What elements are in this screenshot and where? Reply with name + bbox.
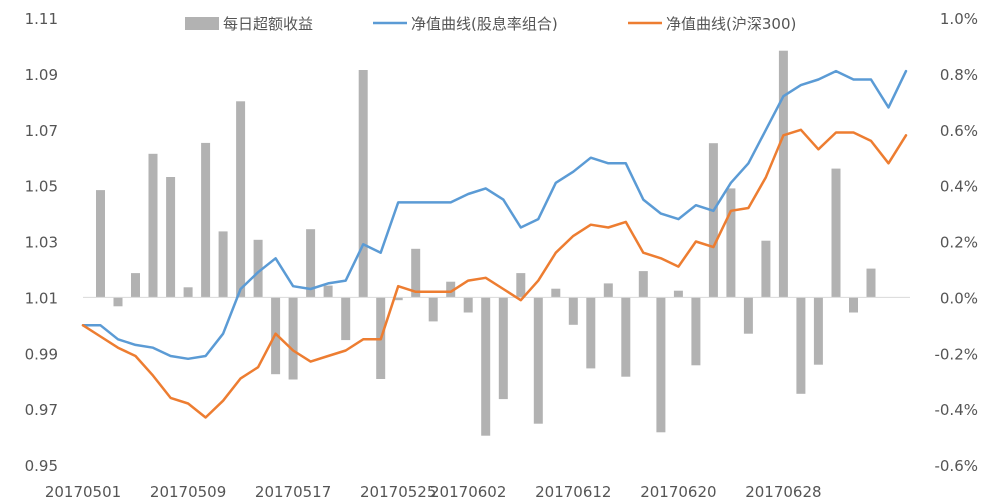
bar-20170601	[446, 281, 456, 298]
bar-20170505	[148, 153, 158, 298]
right-tick-label: 0.6%	[940, 122, 978, 140]
bar-20170612	[568, 297, 578, 325]
bar-20170616	[638, 271, 648, 298]
legend-item-bar: 每日超额收益	[185, 15, 313, 33]
bar-20170512	[236, 101, 246, 298]
right-tick-label: 0.2%	[940, 234, 978, 252]
bar-20170525	[393, 297, 403, 301]
bar-20170623	[726, 188, 736, 298]
legend-label-dividend-line: 净值曲线(股息率组合)	[411, 15, 558, 33]
x-tick-label: 20170602	[430, 483, 506, 501]
legend: 每日超额收益 净值曲线(股息率组合) 净值曲线(沪深300)	[185, 15, 796, 33]
line-csi300	[81, 128, 908, 419]
line-series-group	[81, 69, 908, 419]
bar-20170518	[306, 229, 316, 298]
bar-20170614	[603, 283, 613, 298]
bar-20170622	[708, 143, 718, 298]
legend-label-csi300-line: 净值曲线(沪深300)	[666, 15, 796, 33]
bar-20170620	[673, 290, 683, 298]
bar-20170627	[761, 240, 771, 298]
legend-item-dividend-line: 净值曲线(股息率组合)	[373, 15, 558, 33]
legend-label-bar: 每日超额收益	[223, 15, 313, 33]
bar-20170704	[849, 297, 858, 313]
left-axis-ticks: 0.95 0.97 0.99 1.01 1.03 1.05 1.07 1.09 1.11	[25, 10, 58, 475]
bar-20170531	[428, 297, 438, 322]
bar-series-excess-return	[96, 50, 876, 436]
bar-20170615	[621, 297, 631, 377]
line-dividend-portfolio	[81, 69, 908, 361]
left-tick-label: 1.07	[25, 122, 58, 140]
bar-20170705	[866, 268, 876, 298]
left-tick-label: 1.05	[25, 178, 58, 196]
bar-20170503	[113, 297, 123, 307]
bar-20170522	[341, 297, 351, 341]
left-tick-label: 1.03	[25, 234, 58, 252]
bar-20170609	[551, 288, 561, 298]
bar-20170628	[778, 50, 788, 298]
legend-swatch-bar	[185, 17, 219, 30]
left-tick-label: 1.01	[25, 289, 58, 307]
bar-20170523	[358, 70, 368, 298]
bar-20170621	[691, 297, 701, 366]
bar-20170607	[516, 273, 526, 298]
bar-20170605	[481, 297, 491, 436]
right-tick-label: 1.0%	[940, 10, 978, 28]
x-tick-label: 20170509	[150, 483, 226, 501]
x-axis-ticks: 20170501 20170509 20170517 2017052520170602…	[45, 483, 822, 501]
left-tick-label: 1.11	[25, 10, 58, 28]
x-tick-label: 20170517	[255, 483, 331, 501]
bar-20170526	[411, 248, 421, 298]
right-tick-label: 0.0%	[940, 289, 978, 307]
bar-20170613	[586, 297, 596, 369]
left-tick-label: 0.95	[25, 457, 58, 475]
x-tick-label: 20170620	[640, 483, 716, 501]
x-tick-label: 20170525	[360, 483, 436, 501]
bar-20170509	[183, 287, 193, 298]
bar-20170510	[201, 142, 211, 298]
x-tick-label: 20170612	[535, 483, 611, 501]
bar-20170630	[813, 297, 823, 365]
bar-20170626	[743, 297, 753, 334]
bar-20170502	[96, 190, 105, 298]
bar-20170519	[323, 285, 333, 298]
bar-20170515	[253, 239, 263, 298]
right-tick-label: 0.4%	[940, 178, 978, 196]
bar-20170511	[218, 231, 228, 298]
bar-20170703	[831, 168, 841, 298]
bar-20170629	[796, 297, 806, 394]
bar-20170508	[166, 177, 176, 298]
bar-20170619	[656, 297, 666, 433]
right-tick-label: -0.6%	[934, 457, 978, 475]
left-tick-label: 1.09	[25, 66, 58, 84]
right-tick-label: 0.8%	[940, 66, 978, 84]
bar-20170504	[131, 273, 140, 298]
right-axis-ticks: -0.6% -0.4% -0.2% 0.0% 0.2% 0.4% 0.6% 0.8% 1.0%	[934, 10, 978, 475]
right-tick-label: -0.4%	[934, 401, 978, 419]
x-tick-label: 20170501	[45, 483, 121, 501]
x-tick-label: 20170628	[745, 483, 821, 501]
left-tick-label: 0.97	[25, 401, 58, 419]
right-tick-label: -0.2%	[934, 345, 978, 363]
legend-item-csi300-line: 净值曲线(沪深300)	[628, 15, 796, 33]
bar-20170606	[498, 297, 508, 400]
bar-20170517	[288, 297, 298, 380]
bar-20170608	[533, 297, 543, 424]
bar-20170602	[463, 297, 473, 313]
left-tick-label: 0.99	[25, 345, 58, 363]
